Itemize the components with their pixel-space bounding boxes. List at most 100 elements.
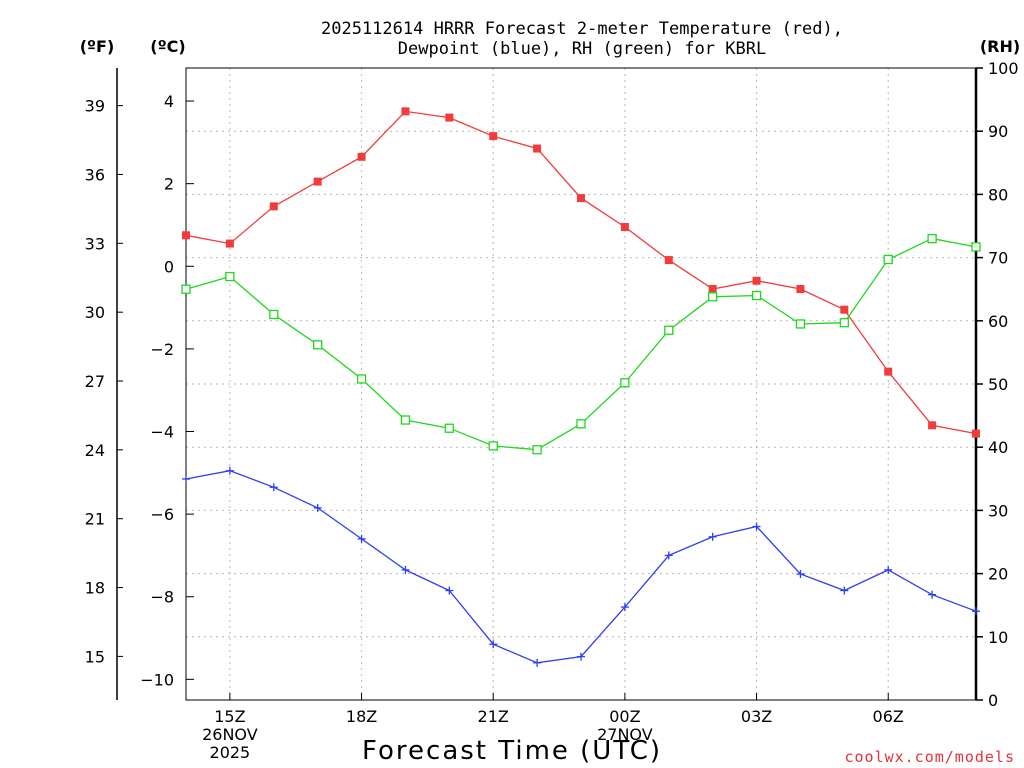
rh-tick-label: 70: [988, 249, 1008, 268]
dewpoint-point: [708, 532, 717, 541]
rh-point: [927, 233, 937, 244]
temperature-point: [269, 202, 278, 211]
temperature-point: [796, 284, 805, 293]
rh-tick-label: 90: [988, 122, 1008, 141]
dewpoint-point: [401, 565, 410, 574]
rh-point: [356, 374, 367, 384]
rh-tick-label: 30: [988, 501, 1008, 520]
dewpoint-point: [972, 607, 980, 616]
rh-point: [883, 254, 893, 265]
temperature-point: [182, 231, 190, 240]
dewpoint-point: [840, 586, 849, 595]
x-axis-title: Forecast Time (UTC): [362, 736, 662, 766]
x-tick-label: 26NOV: [202, 725, 258, 744]
dewpoint-point: [313, 503, 322, 512]
rh-tick-label: 60: [988, 312, 1008, 331]
dewpoint-point: [796, 570, 805, 579]
rh-point: [664, 325, 674, 335]
dewpoint-point: [884, 565, 893, 574]
fahrenheit-tick-label: 15: [85, 647, 105, 666]
temperature-point: [708, 284, 717, 293]
rh-point: [795, 319, 806, 329]
temperature-point: [752, 276, 761, 285]
fahrenheit-tick-label: 18: [85, 579, 105, 598]
rh-point: [532, 445, 542, 455]
rh-tick-label: 100: [988, 59, 1019, 78]
temperature-point: [225, 239, 234, 248]
temperature-point: [972, 429, 980, 438]
fahrenheit-tick-label: 27: [85, 372, 105, 391]
dewpoint-point: [225, 466, 234, 475]
rh-point: [620, 378, 630, 388]
series-rh: [181, 233, 981, 455]
x-tick-label: 21Z: [478, 707, 509, 726]
dewpoint-point: [357, 534, 366, 543]
dewpoint-point: [269, 483, 278, 492]
x-tick-label: 00Z: [609, 707, 640, 726]
x-tick-label: 03Z: [741, 707, 772, 726]
temperature-point: [357, 152, 366, 161]
fahrenheit-tick-label: 33: [85, 234, 105, 253]
rh-point: [444, 423, 454, 433]
temperature-point: [489, 132, 498, 141]
rh-point: [708, 292, 718, 302]
rh-point: [225, 271, 235, 282]
rh-tick-label: 80: [988, 185, 1008, 204]
dewpoint-point: [928, 590, 937, 599]
x-tick-label: 27NOV: [597, 725, 653, 744]
celsius-tick-label: −4: [150, 423, 174, 442]
celsius-unit-label: (ºC): [150, 37, 185, 56]
celsius-tick-label: −8: [150, 588, 174, 607]
rh-tick-label: 20: [988, 565, 1008, 584]
temperature-point: [577, 194, 585, 203]
dewpoint-point: [445, 586, 454, 595]
x-tick-label: 15Z: [214, 707, 245, 726]
temperature-point: [620, 223, 629, 232]
dewpoint-point: [664, 551, 673, 560]
rh-unit-label: (RH): [980, 37, 1020, 56]
celsius-tick-label: 4: [164, 92, 174, 111]
temperature-point: [401, 107, 410, 116]
axes: [116, 67, 983, 701]
dewpoint-point: [489, 640, 498, 649]
rh-point: [269, 309, 279, 320]
rh-point: [400, 415, 411, 425]
series-temperature: [182, 107, 980, 438]
rh-point: [313, 340, 323, 350]
temperature-point: [313, 177, 322, 186]
fahrenheit-tick-label: 21: [85, 510, 105, 529]
rh-point: [971, 242, 981, 252]
chart-title-line-2: Dewpoint (blue), RH (green) for KBRL: [398, 39, 766, 59]
x-tick-label: 06Z: [873, 707, 904, 726]
temperature-point: [533, 144, 542, 153]
x-tick-label: 18Z: [346, 707, 377, 726]
fahrenheit-tick-label: 24: [85, 441, 105, 460]
series-dewpoint: [182, 466, 980, 667]
fahrenheit-unit-label: (ºF): [80, 37, 115, 56]
data-series: [181, 107, 981, 667]
temperature-point: [664, 256, 673, 265]
celsius-tick-label: 2: [164, 175, 174, 194]
rh-point: [751, 290, 762, 301]
dewpoint-point: [182, 475, 190, 484]
temperature-point: [840, 305, 849, 314]
rh-tick-label: 40: [988, 438, 1008, 457]
x-tick-label: 2025: [210, 743, 251, 762]
celsius-tick-label: −10: [140, 670, 174, 689]
dewpoint-point: [620, 603, 629, 612]
rh-tick-label: 50: [988, 375, 1008, 394]
dewpoint-point: [752, 522, 761, 531]
rh-point: [488, 441, 498, 451]
fahrenheit-tick-label: 36: [85, 165, 105, 184]
fahrenheit-tick-label: 30: [85, 303, 105, 322]
dewpoint-point: [577, 652, 585, 661]
rh-tick-label: 0: [988, 691, 998, 710]
rh-point: [181, 284, 191, 294]
rh-tick-label: 10: [988, 628, 1008, 647]
credit-link[interactable]: coolwx.com/models: [844, 748, 1015, 766]
rh-point: [576, 419, 586, 429]
temperature-point: [928, 421, 937, 430]
celsius-tick-label: −2: [150, 340, 174, 359]
temperature-point: [445, 113, 454, 122]
